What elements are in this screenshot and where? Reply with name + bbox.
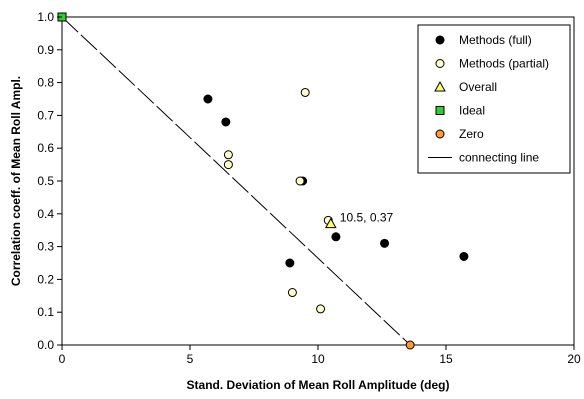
y-tick-label: 0.1 (37, 305, 54, 319)
legend-label: Methods (full) (459, 33, 532, 47)
data-marks: 10.5, 0.37 (57, 12, 469, 350)
y-tick-label: 0.2 (37, 272, 54, 286)
x-tick-label: 5 (187, 352, 194, 366)
legend-marker (435, 129, 445, 139)
legend: Methods (full) Methods (partial) Overall Id… (417, 24, 571, 174)
legend-marker (435, 35, 445, 45)
y-tick-label: 0.3 (37, 240, 54, 254)
legend-label: Zero (459, 127, 484, 141)
y-tick-label: 0.9 (37, 43, 54, 57)
legend-marker (435, 59, 445, 68)
point-annotation: 10.5, 0.37 (340, 211, 394, 225)
y-tick-label: 0.6 (37, 141, 54, 155)
y-tick-label: 0.5 (37, 174, 54, 188)
methods-full-point (221, 117, 231, 127)
connecting-line (61, 16, 411, 346)
legend-marker (435, 106, 445, 115)
y-tick-label: 0.7 (37, 108, 54, 122)
y-tick-label: 0.8 (37, 76, 54, 90)
y-tick-label: 1.0 (37, 10, 54, 24)
methods-partial-point (300, 87, 310, 97)
overall-point (324, 217, 337, 229)
legend-label: Methods (partial) (459, 57, 549, 71)
y-tick-label: 0.4 (37, 207, 54, 221)
methods-partial-point (223, 150, 233, 160)
x-tick-label: 10 (311, 352, 325, 366)
methods-partial-point (287, 288, 297, 298)
x-tick-label: 0 (59, 352, 66, 366)
methods-partial-point (316, 304, 326, 314)
zero-point (405, 340, 415, 350)
methods-partial-point (295, 176, 305, 186)
methods-full-point (380, 238, 390, 248)
methods-full-point (203, 94, 213, 104)
legend-label: Ideal (459, 104, 485, 118)
y-tick-label: 0.0 (37, 338, 54, 352)
methods-full-point (459, 251, 469, 261)
x-tick-label: 15 (439, 352, 453, 366)
methods-full-point (285, 258, 295, 268)
methods-full-point (331, 232, 341, 242)
x-tick-label: 20 (567, 352, 581, 366)
legend-marker (434, 80, 446, 92)
methods-partial-point (223, 160, 233, 170)
legend-box (417, 24, 571, 174)
legend-label: Overall (459, 80, 497, 94)
y-axis-label: Correlation coeff. of Mean Roll Ampl. (9, 76, 23, 286)
x-axis-label: Stand. Deviation of Mean Roll Amplitude … (187, 378, 450, 392)
axis-ticks: 0 5 10 15 20 0.0 0.1 0.2 0.3 0.4 0.5 0.6 0.7 0.8 0.9 1.… (37, 10, 581, 366)
legend-label: connecting line (459, 151, 539, 165)
